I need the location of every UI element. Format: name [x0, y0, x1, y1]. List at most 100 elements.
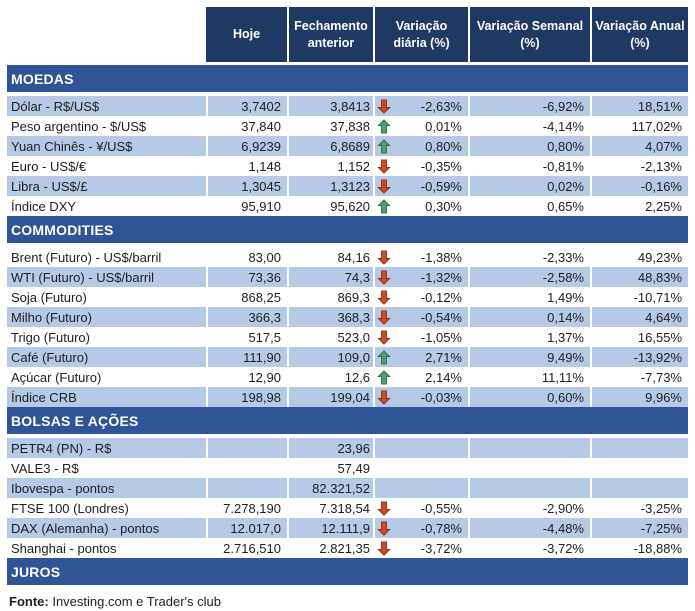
table-row: Euro - US$/€ 1,148 1,152 -0,35% -0,81% -…: [7, 156, 688, 176]
cell-hoje: 1,3045: [206, 176, 287, 196]
cell-anual: 49,23%: [590, 247, 688, 267]
table-row: Café (Futuro) 111,90 109,0 2,71% 9,49% -…: [7, 347, 688, 367]
source-text: Investing.com e Trader's club: [48, 594, 222, 609]
row-label: Brent (Futuro) - US$/barril: [11, 249, 162, 265]
cell-diaria-wrap: -1,05%: [373, 327, 468, 347]
cell-anual: -0,16%: [590, 176, 688, 196]
cell-fechamento: 37,838: [287, 116, 373, 136]
cell-semanal: -4,48%: [468, 518, 590, 538]
section-title: BOLSAS E AÇÕES: [11, 412, 139, 429]
cell-diaria-wrap: -1,38%: [373, 247, 468, 267]
table-row: Milho (Futuro) 366,3 368,3 -0,54% 0,14% …: [7, 307, 688, 327]
cell-diaria: 0,01%: [425, 118, 462, 134]
cell-hoje: 868,25: [206, 287, 287, 307]
cell-diaria-wrap: -0,54%: [373, 307, 468, 327]
row-label: Soja (Futuro): [11, 289, 87, 305]
cell-diaria-wrap: 2,71%: [373, 347, 468, 367]
cell-fechamento: 12,6: [287, 367, 373, 387]
cell-anual: 18,51%: [590, 96, 688, 116]
table-row: Dólar - R$/US$ 3,7402 3,8413 -2,63% -6,9…: [7, 96, 688, 116]
cell-diaria: -0,35%: [420, 158, 462, 174]
cell-diaria: -1,32%: [420, 269, 462, 285]
cell-semanal: -3,72%: [468, 538, 590, 558]
cell-fechamento: 2.821,35: [287, 538, 373, 558]
cell-anual: [590, 438, 688, 458]
cell-hoje: [206, 478, 287, 498]
cell-fechamento: 6,8689: [287, 136, 373, 156]
cell-semanal: 0,80%: [468, 136, 590, 156]
row-label: Ibovespa - pontos: [7, 478, 206, 498]
cell-fechamento: 523,0: [287, 327, 373, 347]
section-header: BOLSAS E AÇÕES: [7, 407, 688, 434]
cell-hoje: 37,840: [206, 116, 287, 136]
cell-anual: 48,83%: [590, 267, 688, 287]
arrow-down-icon: [377, 500, 391, 516]
cell-hoje: 73,36: [206, 267, 287, 287]
row-label: Dólar - R$/US$: [7, 96, 206, 116]
table-row: Yuan Chinês - ¥/US$ 6,9239 6,8689 0,80% …: [7, 136, 688, 156]
cell-semanal: [468, 478, 590, 498]
cell-diaria: -0,55%: [420, 500, 462, 516]
cell-diaria-wrap: [373, 458, 468, 478]
cell-semanal: -2,58%: [468, 267, 590, 287]
cell-fechamento: 74,3: [287, 267, 373, 287]
row-label: Açúcar (Futuro): [11, 369, 102, 385]
cell-hoje: 3,7402: [206, 96, 287, 116]
row-label: Índice CRB: [7, 387, 206, 407]
cell-diaria: -0,78%: [420, 520, 462, 536]
cell-fechamento: 199,04: [287, 387, 373, 407]
cell-anual: 9,96%: [590, 387, 688, 407]
cell-hoje: 1,148: [206, 156, 287, 176]
arrow-up-icon: [377, 369, 391, 385]
cell-fechamento: 82.321,52: [287, 478, 373, 498]
row-label: Yuan Chinês - ¥/US$: [7, 136, 206, 156]
cell-semanal: -2,33%: [468, 247, 590, 267]
cell-hoje: 2.716,510: [206, 538, 287, 558]
cell-diaria-wrap: -0,78%: [373, 518, 468, 538]
cell-hoje: 366,3: [206, 307, 287, 327]
cell-anual: 4,07%: [590, 136, 688, 156]
table-row: Índice CRB 198,98 199,04 -0,03% 0,60% 9,…: [7, 387, 688, 407]
cell-hoje: 6,9239: [206, 136, 287, 156]
cell-anual: 16,55%: [590, 327, 688, 347]
cell-hoje: [206, 438, 287, 458]
cell-semanal: 11,11%: [468, 367, 590, 387]
cell-anual: 4,64%: [590, 307, 688, 327]
table-row: VALE3 - R$ 57,49: [7, 458, 688, 478]
cell-anual: 2,25%: [590, 196, 688, 216]
cell-anual: -3,25%: [590, 498, 688, 518]
cell-diaria: 2,14%: [425, 369, 462, 385]
section-header: JUROS: [7, 558, 688, 585]
cell-diaria: 0,30%: [425, 198, 462, 214]
arrow-down-icon: [377, 289, 391, 305]
cell-hoje: 83,00: [206, 247, 287, 267]
table-row: FTSE 100 (Londres) 7.278,190 7.318,54 -0…: [7, 498, 688, 518]
cell-diaria: -1,38%: [420, 249, 462, 265]
table-row: Peso argentino - $/US$ 37,840 37,838 0,0…: [7, 116, 688, 136]
cell-diaria: -0,12%: [420, 289, 462, 305]
section-header: MOEDAS: [7, 65, 688, 92]
arrow-down-icon: [377, 98, 391, 114]
cell-semanal: [468, 438, 590, 458]
arrow-down-icon: [377, 249, 391, 265]
row-label: PETR4 (PN) - R$: [7, 438, 206, 458]
row-label: Shanghai - pontos: [11, 540, 117, 556]
cell-diaria-wrap: -2,63%: [373, 96, 468, 116]
table-row: Ibovespa - pontos 82.321,52: [7, 478, 688, 498]
arrow-down-icon: [377, 178, 391, 194]
column-header-hoje: Hoje: [206, 7, 287, 62]
column-header-variacao-diaria: Variação diária (%): [373, 7, 468, 62]
arrow-down-icon: [377, 540, 391, 556]
cell-diaria-wrap: -0,59%: [373, 176, 468, 196]
cell-diaria-wrap: -1,32%: [373, 267, 468, 287]
table-row: Índice DXY 95,910 95,620 0,30% 0,65% 2,2…: [7, 196, 688, 216]
cell-diaria-wrap: -0,03%: [373, 387, 468, 407]
row-label: DAX (Alemanha) - pontos: [7, 518, 206, 538]
cell-diaria-wrap: [373, 438, 468, 458]
cell-diaria: 2,71%: [425, 349, 462, 365]
cell-diaria-wrap: 0,30%: [373, 196, 468, 216]
cell-diaria-wrap: -0,35%: [373, 156, 468, 176]
table-row: Açúcar (Futuro) 12,90 12,6 2,14% 11,11% …: [7, 367, 688, 387]
row-label: Milho (Futuro): [7, 307, 206, 327]
table-row: DAX (Alemanha) - pontos 12.017,0 12.111,…: [7, 518, 688, 538]
